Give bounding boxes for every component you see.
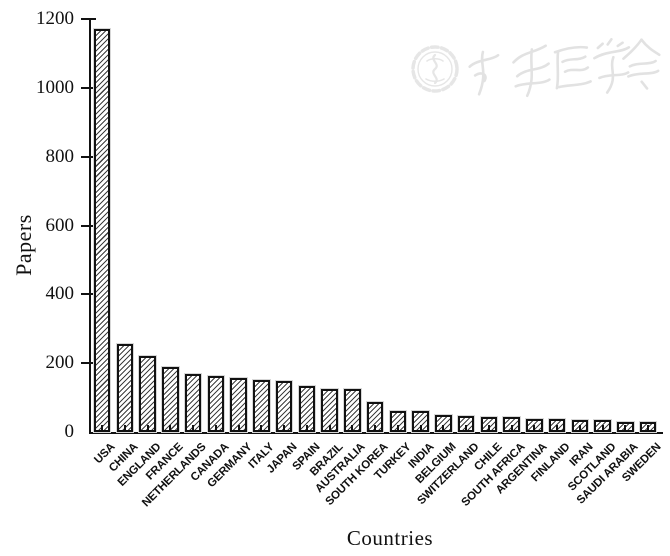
bar-canada xyxy=(207,375,224,432)
y-tick-label-1200: 1200 xyxy=(36,8,74,29)
x-tick-switzerland xyxy=(465,425,467,432)
x-tick-australia xyxy=(351,425,354,432)
bar-germany xyxy=(230,377,247,432)
x-axis-line xyxy=(88,431,663,435)
x-tick-spain xyxy=(305,425,308,432)
y-tick-800 xyxy=(81,155,96,158)
x-tick-france xyxy=(169,425,172,432)
y-tick-600 xyxy=(81,224,96,227)
x-tick-canada xyxy=(214,425,217,432)
watermark-seal-logo xyxy=(411,38,661,98)
y-tick-label-200: 200 xyxy=(45,352,75,374)
bar-netherlands xyxy=(184,374,202,432)
y-tick-label-0: 0 xyxy=(64,421,75,442)
x-tick-finland xyxy=(556,425,558,432)
y-tick-label-800: 800 xyxy=(45,145,75,167)
x-tick-india xyxy=(419,425,422,432)
bar-china xyxy=(116,343,133,432)
x-tick-brazil xyxy=(328,425,331,432)
x-tick-chile xyxy=(487,425,490,432)
x-tick-south-korea xyxy=(374,425,376,432)
bar-france xyxy=(162,367,179,432)
x-tick-scotland xyxy=(601,425,604,432)
y-tick-label-600: 600 xyxy=(45,214,75,236)
x-tick-italy xyxy=(260,425,263,432)
x-tick-saudi-arabia xyxy=(624,425,627,432)
x-tick-usa xyxy=(101,425,103,432)
x-tick-south-africa xyxy=(510,425,513,432)
x-tick-turkey xyxy=(396,425,399,432)
x-tick-argentina xyxy=(533,425,536,432)
x-tick-sweden xyxy=(647,425,649,432)
x-tick-china xyxy=(123,425,126,432)
seal-outer-ring xyxy=(411,45,459,93)
x-tick-japan xyxy=(283,425,285,432)
watermark-calligraphy xyxy=(468,38,661,98)
bar-england xyxy=(139,356,156,432)
x-tick-england xyxy=(146,425,149,432)
y-tick-label-1000: 1000 xyxy=(36,76,74,98)
y-axis-title: Papers xyxy=(11,214,36,276)
x-axis-title: Countries xyxy=(346,526,434,550)
x-tick-germany xyxy=(237,425,240,432)
x-tick-iran xyxy=(578,425,581,432)
x-tick-belgium xyxy=(442,425,445,432)
y-tick-label-400: 400 xyxy=(45,283,75,305)
y-tick-200 xyxy=(81,362,96,365)
y-tick-400 xyxy=(81,293,96,296)
x-tick-netherlands xyxy=(192,425,194,432)
bar-usa xyxy=(93,29,111,432)
y-tick-1000 xyxy=(81,86,96,89)
y-tick-1200 xyxy=(81,18,96,20)
seal-inner-ring xyxy=(417,51,453,87)
